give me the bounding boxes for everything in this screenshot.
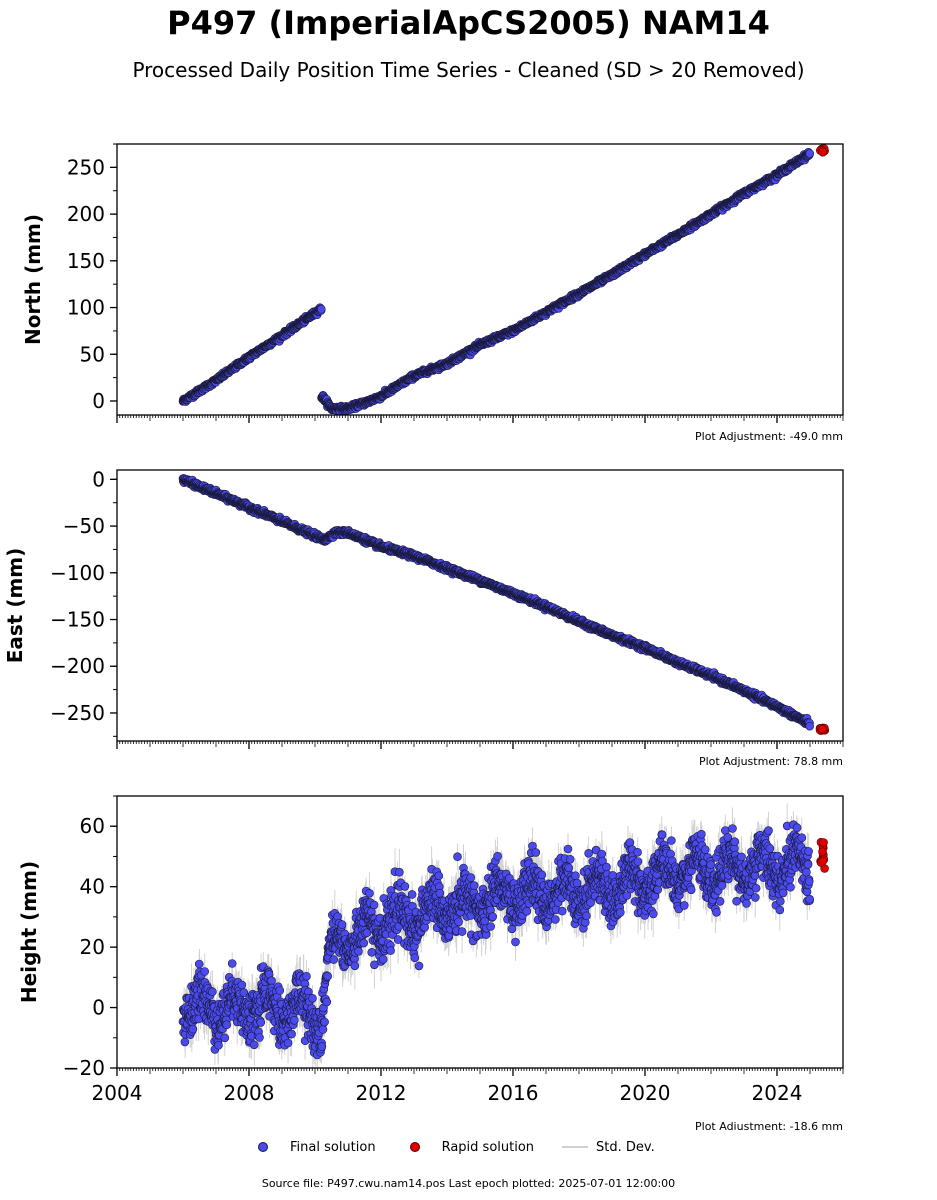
final-solution-points [178,147,815,415]
y-tick-label: 0 [92,467,105,491]
y-tick-label: 0 [92,389,105,413]
y-tick-label: 50 [80,342,105,366]
panel-1: 0 50 100 150 200 250 North (mm) Plot Adjustment… [21,143,844,443]
axes-frame [116,469,844,742]
final-solution-points [178,474,815,731]
rapid-solution-points [815,723,830,735]
data-point [805,721,815,731]
y-tick-label: −200 [50,654,105,678]
data-point [316,304,326,314]
y-axis-label: North (mm) [21,214,45,345]
y-tick-label: −150 [50,608,105,632]
data-point [805,149,815,158]
data-layer [178,474,830,735]
y-tick-label: −250 [50,701,105,725]
chart-title: P497 (ImperialApCS2005) NAM14 [167,4,770,42]
figure-canvas: 0 50 100 150 200 250 North (mm) Plot Adjustment… [3,143,844,1130]
y-tick-label: −50 [63,514,105,538]
rapid-solution-points [815,144,829,157]
rapid-point [818,147,828,157]
y-tick-label: 250 [67,155,105,179]
data-layer [178,144,829,415]
chart-subtitle: Processed Daily Position Time Series - C… [132,58,805,82]
rapid-point [818,724,827,734]
plot-adjustment: Plot Adjustment: -49.0 mm [695,430,843,443]
y-tick-label: 200 [67,202,105,226]
y-tick-label: 100 [67,296,105,320]
y-tick-label: 150 [67,249,105,273]
y-tick-label: −100 [50,561,105,585]
